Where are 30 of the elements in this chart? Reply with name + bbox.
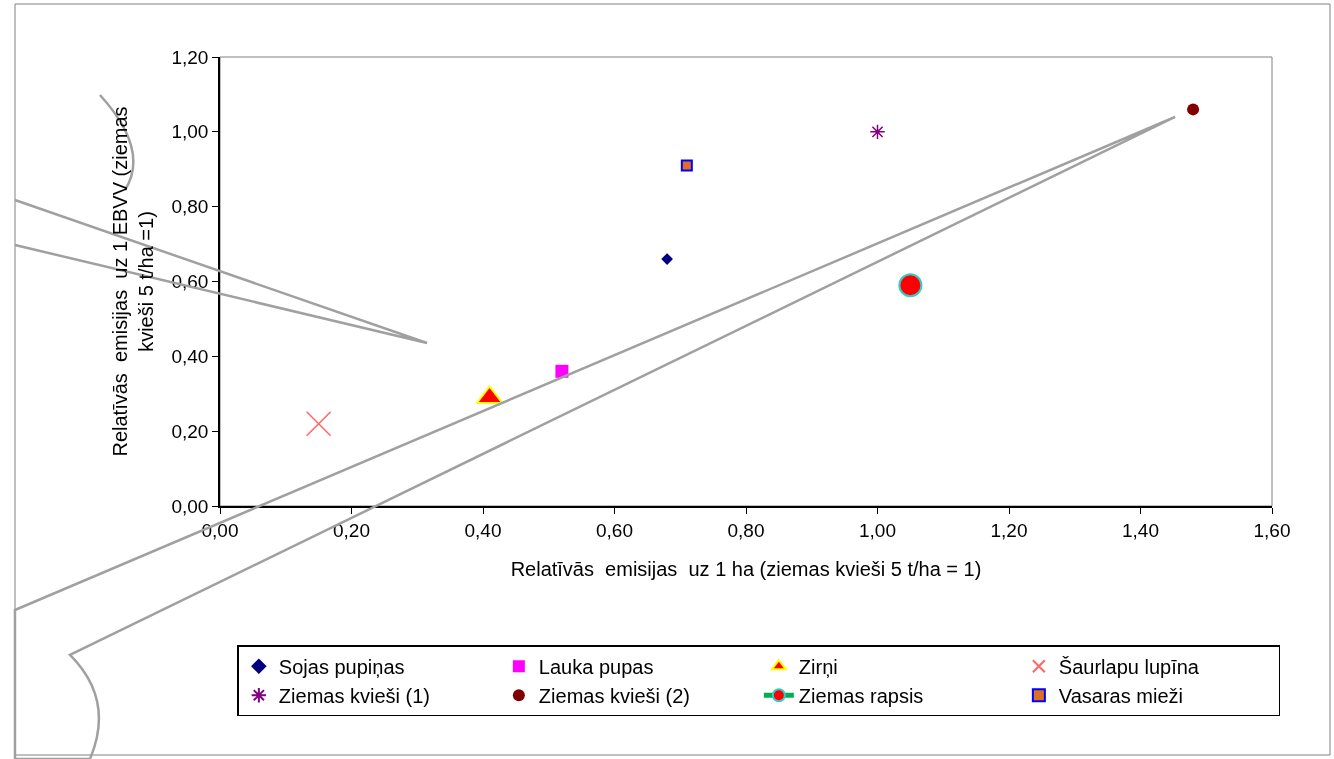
y-tick-label: 1,00 (171, 121, 209, 143)
x-tick-label: 0,20 (333, 519, 370, 541)
legend-label: Sojas pupiņas (278, 655, 405, 678)
y-tick-label: 0,00 (171, 495, 209, 517)
x-tick-label: 1,60 (1253, 519, 1291, 541)
legend-label: Zirņi (798, 655, 838, 678)
legend-label: Šaurlapu lupīna (1058, 655, 1200, 678)
legend-label: Ziemas kvieši (1) (278, 684, 430, 707)
x-axis-title: Relatīvās emisijas uz 1 ha (ziemas kvieši 5 t/ha = 1) (510, 557, 982, 580)
x-tick-label: 0,40 (464, 519, 502, 541)
point (898, 273, 923, 298)
y-tick-label: 0,80 (171, 196, 209, 218)
legend-label: Ziemas kvieši (2) (538, 684, 690, 707)
legend-label: Ziemas rapsis (798, 684, 924, 707)
point (305, 410, 332, 437)
point (869, 123, 886, 140)
legend-label: Vasaras mieži (1058, 684, 1183, 707)
x-tick-label: 1,00 (859, 519, 896, 541)
legend-label: Lauka pupas (538, 655, 654, 678)
x-tick-label: 1,20 (990, 519, 1028, 541)
x-tick-label: 0,60 (596, 519, 633, 541)
y-tick-label: 0,40 (171, 345, 209, 367)
point (1187, 103, 1200, 116)
y-tick-label: 1,20 (171, 46, 209, 68)
y-tick-label: 0,20 (171, 420, 209, 442)
x-tick-label: 0,80 (727, 519, 765, 541)
y-axis-title: Relatīvās emisijas uz 1 EBVV (ziemas kvieši 5 t/ha =1) (109, 106, 158, 457)
point (680, 159, 693, 172)
x-tick-label: 1,40 (1122, 519, 1159, 541)
x-tick-label: 0,00 (201, 519, 239, 541)
